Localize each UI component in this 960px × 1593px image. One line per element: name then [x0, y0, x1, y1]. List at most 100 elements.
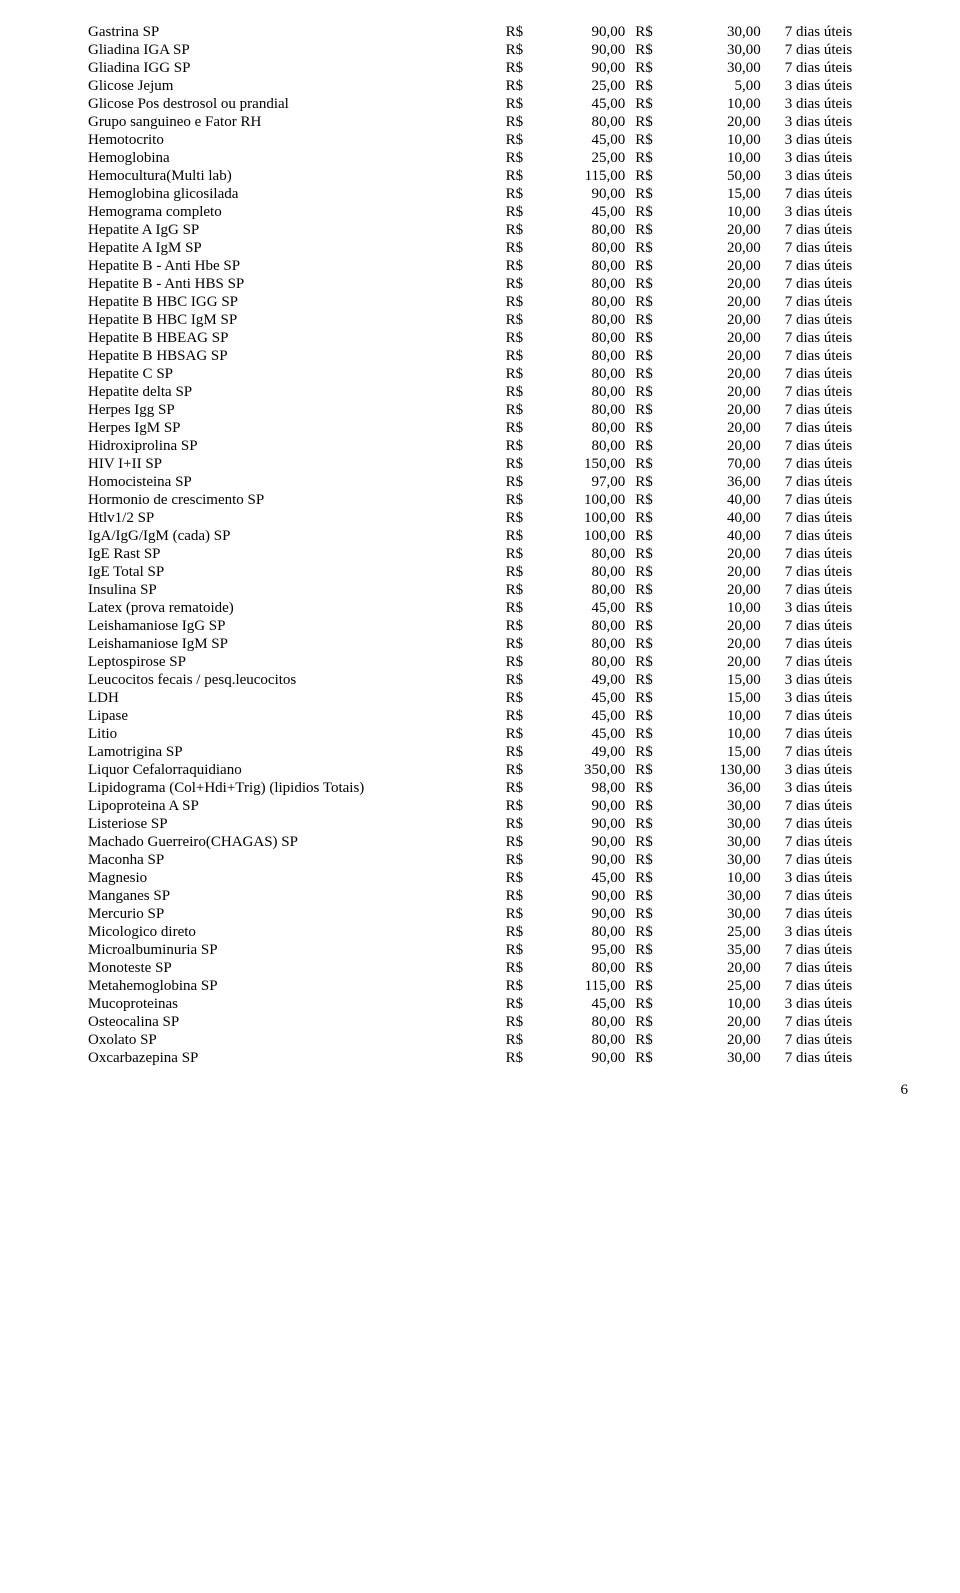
table-row: Metahemoglobina SPR$115,00R$25,007 dias …: [88, 978, 912, 996]
price-1: 45,00: [544, 96, 625, 114]
table-row: Glicose Pos destrosol ou prandialR$45,00…: [88, 96, 912, 114]
currency-label: R$: [625, 204, 681, 222]
table-row: Latex (prova rematoide)R$45,00R$10,003 d…: [88, 600, 912, 618]
turnaround-days: 7 dias úteis: [761, 438, 912, 456]
exam-name: HIV I+II SP: [88, 456, 506, 474]
table-row: Manganes SPR$90,00R$30,007 dias úteis: [88, 888, 912, 906]
currency-label: R$: [506, 204, 544, 222]
currency-label: R$: [625, 978, 681, 996]
exam-name: Gliadina IGG SP: [88, 60, 506, 78]
table-row: LDHR$45,00R$15,003 dias úteis: [88, 690, 912, 708]
exam-name: Manganes SP: [88, 888, 506, 906]
exam-name: Glicose Pos destrosol ou prandial: [88, 96, 506, 114]
turnaround-days: 3 dias úteis: [761, 870, 912, 888]
price-2: 20,00: [682, 636, 761, 654]
price-2: 10,00: [682, 870, 761, 888]
table-row: IgE Total SPR$80,00R$20,007 dias úteis: [88, 564, 912, 582]
turnaround-days: 7 dias úteis: [761, 834, 912, 852]
exam-name: Hemocultura(Multi lab): [88, 168, 506, 186]
price-1: 80,00: [544, 924, 625, 942]
currency-label: R$: [506, 636, 544, 654]
price-2: 10,00: [682, 96, 761, 114]
price-2: 20,00: [682, 564, 761, 582]
currency-label: R$: [625, 294, 681, 312]
currency-label: R$: [625, 276, 681, 294]
price-2: 35,00: [682, 942, 761, 960]
currency-label: R$: [506, 546, 544, 564]
table-row: Hepatite delta SPR$80,00R$20,007 dias út…: [88, 384, 912, 402]
turnaround-days: 7 dias úteis: [761, 330, 912, 348]
price-2: 20,00: [682, 114, 761, 132]
turnaround-days: 7 dias úteis: [761, 366, 912, 384]
table-row: Maconha SPR$90,00R$30,007 dias úteis: [88, 852, 912, 870]
turnaround-days: 7 dias úteis: [761, 276, 912, 294]
turnaround-days: 7 dias úteis: [761, 726, 912, 744]
price-2: 20,00: [682, 402, 761, 420]
price-2: 20,00: [682, 384, 761, 402]
price-1: 80,00: [544, 564, 625, 582]
price-1: 115,00: [544, 168, 625, 186]
price-1: 45,00: [544, 690, 625, 708]
exam-name: Hepatite A IgM SP: [88, 240, 506, 258]
currency-label: R$: [506, 888, 544, 906]
table-row: Monoteste SPR$80,00R$20,007 dias úteis: [88, 960, 912, 978]
currency-label: R$: [625, 942, 681, 960]
currency-label: R$: [506, 276, 544, 294]
currency-label: R$: [506, 672, 544, 690]
currency-label: R$: [506, 348, 544, 366]
price-2: 50,00: [682, 168, 761, 186]
price-2: 40,00: [682, 528, 761, 546]
turnaround-days: 3 dias úteis: [761, 204, 912, 222]
exam-name: Insulina SP: [88, 582, 506, 600]
price-1: 90,00: [544, 906, 625, 924]
currency-label: R$: [506, 510, 544, 528]
currency-label: R$: [506, 906, 544, 924]
price-2: 20,00: [682, 654, 761, 672]
currency-label: R$: [506, 222, 544, 240]
price-2: 15,00: [682, 690, 761, 708]
price-1: 80,00: [544, 312, 625, 330]
turnaround-days: 3 dias úteis: [761, 96, 912, 114]
price-2: 10,00: [682, 996, 761, 1014]
table-row: Hemograma completoR$45,00R$10,003 dias ú…: [88, 204, 912, 222]
price-1: 49,00: [544, 744, 625, 762]
currency-label: R$: [506, 582, 544, 600]
exam-name: Lipidograma (Col+Hdi+Trig) (lipidios Tot…: [88, 780, 506, 798]
price-2: 20,00: [682, 294, 761, 312]
turnaround-days: 7 dias úteis: [761, 24, 912, 42]
price-2: 36,00: [682, 474, 761, 492]
exam-name: IgA/IgG/IgM (cada) SP: [88, 528, 506, 546]
exam-name: Hepatite B HBEAG SP: [88, 330, 506, 348]
exam-name: Oxolato SP: [88, 1032, 506, 1050]
exam-name: Litio: [88, 726, 506, 744]
currency-label: R$: [506, 312, 544, 330]
price-2: 30,00: [682, 60, 761, 78]
table-row: Leptospirose SPR$80,00R$20,007 dias útei…: [88, 654, 912, 672]
price-2: 25,00: [682, 978, 761, 996]
currency-label: R$: [506, 330, 544, 348]
currency-label: R$: [506, 528, 544, 546]
turnaround-days: 7 dias úteis: [761, 654, 912, 672]
exam-name: Hepatite B - Anti HBS SP: [88, 276, 506, 294]
price-1: 90,00: [544, 834, 625, 852]
currency-label: R$: [625, 888, 681, 906]
price-2: 10,00: [682, 726, 761, 744]
price-1: 80,00: [544, 276, 625, 294]
price-2: 30,00: [682, 24, 761, 42]
exam-name: Machado Guerreiro(CHAGAS) SP: [88, 834, 506, 852]
currency-label: R$: [625, 1014, 681, 1032]
turnaround-days: 7 dias úteis: [761, 384, 912, 402]
currency-label: R$: [625, 690, 681, 708]
price-1: 80,00: [544, 294, 625, 312]
exam-name: Microalbuminuria SP: [88, 942, 506, 960]
table-row: Oxcarbazepina SPR$90,00R$30,007 dias úte…: [88, 1050, 912, 1068]
price-2: 10,00: [682, 600, 761, 618]
table-row: Gastrina SPR$90,00R$30,007 dias úteis: [88, 24, 912, 42]
exam-name: Hemotocrito: [88, 132, 506, 150]
exam-name: Maconha SP: [88, 852, 506, 870]
price-1: 80,00: [544, 582, 625, 600]
exam-name: Htlv1/2 SP: [88, 510, 506, 528]
currency-label: R$: [506, 42, 544, 60]
price-2: 20,00: [682, 348, 761, 366]
price-2: 20,00: [682, 312, 761, 330]
